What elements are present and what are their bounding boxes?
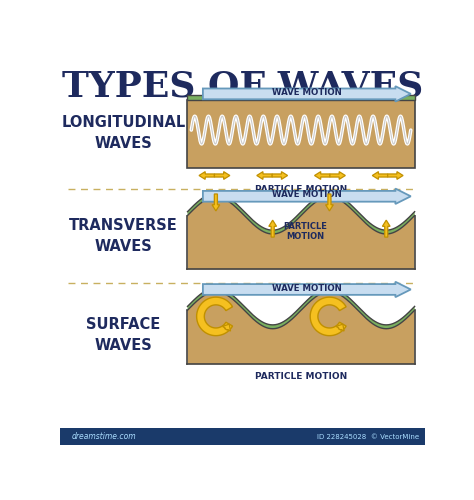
Text: dreamstime.com: dreamstime.com bbox=[72, 432, 137, 441]
Polygon shape bbox=[197, 297, 233, 336]
Polygon shape bbox=[388, 172, 403, 179]
Polygon shape bbox=[330, 172, 346, 179]
Text: SURFACE
WAVES: SURFACE WAVES bbox=[86, 317, 161, 353]
Polygon shape bbox=[203, 86, 411, 102]
Polygon shape bbox=[310, 297, 346, 336]
Polygon shape bbox=[383, 220, 390, 237]
Text: WAVE MOTION: WAVE MOTION bbox=[272, 190, 342, 200]
Text: PARTICLE MOTION: PARTICLE MOTION bbox=[255, 184, 347, 194]
Text: TRANSVERSE
WAVES: TRANSVERSE WAVES bbox=[69, 218, 178, 254]
Polygon shape bbox=[269, 220, 276, 237]
Polygon shape bbox=[222, 324, 230, 331]
Text: PARTICLE MOTION: PARTICLE MOTION bbox=[255, 372, 347, 381]
Polygon shape bbox=[214, 172, 230, 179]
Polygon shape bbox=[188, 193, 415, 234]
Polygon shape bbox=[188, 96, 415, 100]
Polygon shape bbox=[372, 172, 388, 179]
Polygon shape bbox=[315, 172, 330, 179]
Polygon shape bbox=[199, 172, 214, 179]
Polygon shape bbox=[336, 324, 344, 331]
Polygon shape bbox=[257, 172, 272, 179]
Text: WAVE MOTION: WAVE MOTION bbox=[272, 88, 342, 97]
Polygon shape bbox=[61, 428, 425, 445]
Polygon shape bbox=[326, 194, 333, 211]
Text: TYPES OF WAVES: TYPES OF WAVES bbox=[62, 69, 424, 103]
Polygon shape bbox=[272, 172, 288, 179]
Polygon shape bbox=[188, 292, 415, 364]
Text: LONGITUDINAL
WAVES: LONGITUDINAL WAVES bbox=[62, 115, 186, 151]
Polygon shape bbox=[188, 100, 415, 168]
Polygon shape bbox=[212, 194, 220, 211]
Polygon shape bbox=[203, 188, 411, 204]
Text: ID 228245028  © VectorMine: ID 228245028 © VectorMine bbox=[318, 434, 419, 440]
Text: WAVE MOTION: WAVE MOTION bbox=[272, 284, 342, 292]
Polygon shape bbox=[203, 282, 411, 297]
Polygon shape bbox=[188, 197, 415, 270]
Polygon shape bbox=[188, 288, 415, 329]
Text: PARTICLE
MOTION: PARTICLE MOTION bbox=[283, 222, 328, 241]
